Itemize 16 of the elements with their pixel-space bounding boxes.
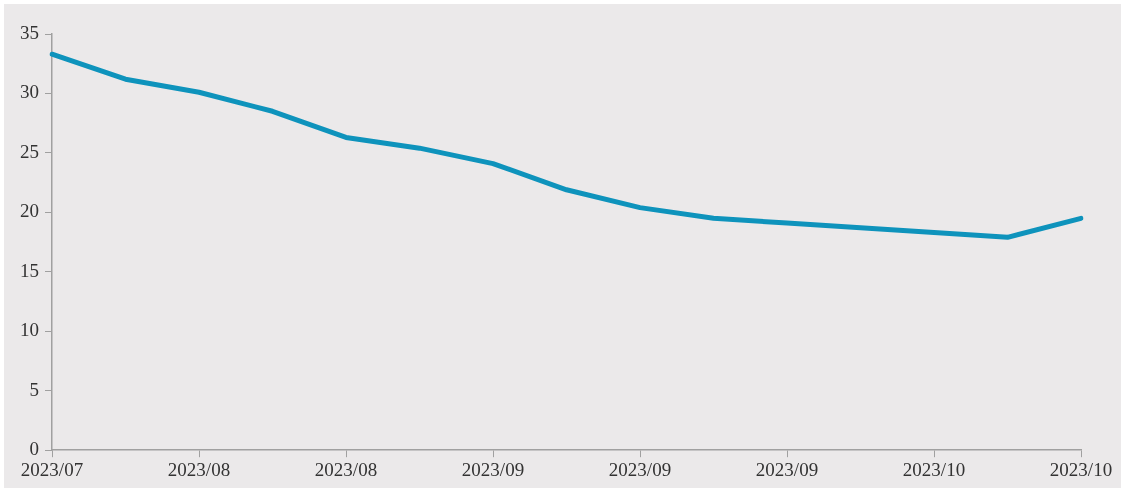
y-tick-label: 20 xyxy=(20,200,39,222)
y-tick-label: 25 xyxy=(20,140,39,162)
x-tick-label: 2023/10 xyxy=(1049,458,1113,480)
x-tick-label: 2023/09 xyxy=(608,458,672,480)
y-tick-label: 30 xyxy=(20,81,39,103)
x-tick-label: 2023/09 xyxy=(461,458,525,480)
x-tick-label: 2023/08 xyxy=(314,458,378,480)
y-tick-label: 5 xyxy=(29,378,39,400)
y-tick-label: 15 xyxy=(20,259,39,281)
x-tick-label: 2023/07 xyxy=(20,458,84,480)
x-tick-label: 2023/10 xyxy=(902,458,966,480)
x-tick-label: 2023/09 xyxy=(755,458,819,480)
y-tick-label: 0 xyxy=(29,438,39,460)
y-tick-label: 35 xyxy=(20,21,39,43)
x-tick-label: 2023/08 xyxy=(167,458,231,480)
y-tick-label: 10 xyxy=(20,319,39,341)
